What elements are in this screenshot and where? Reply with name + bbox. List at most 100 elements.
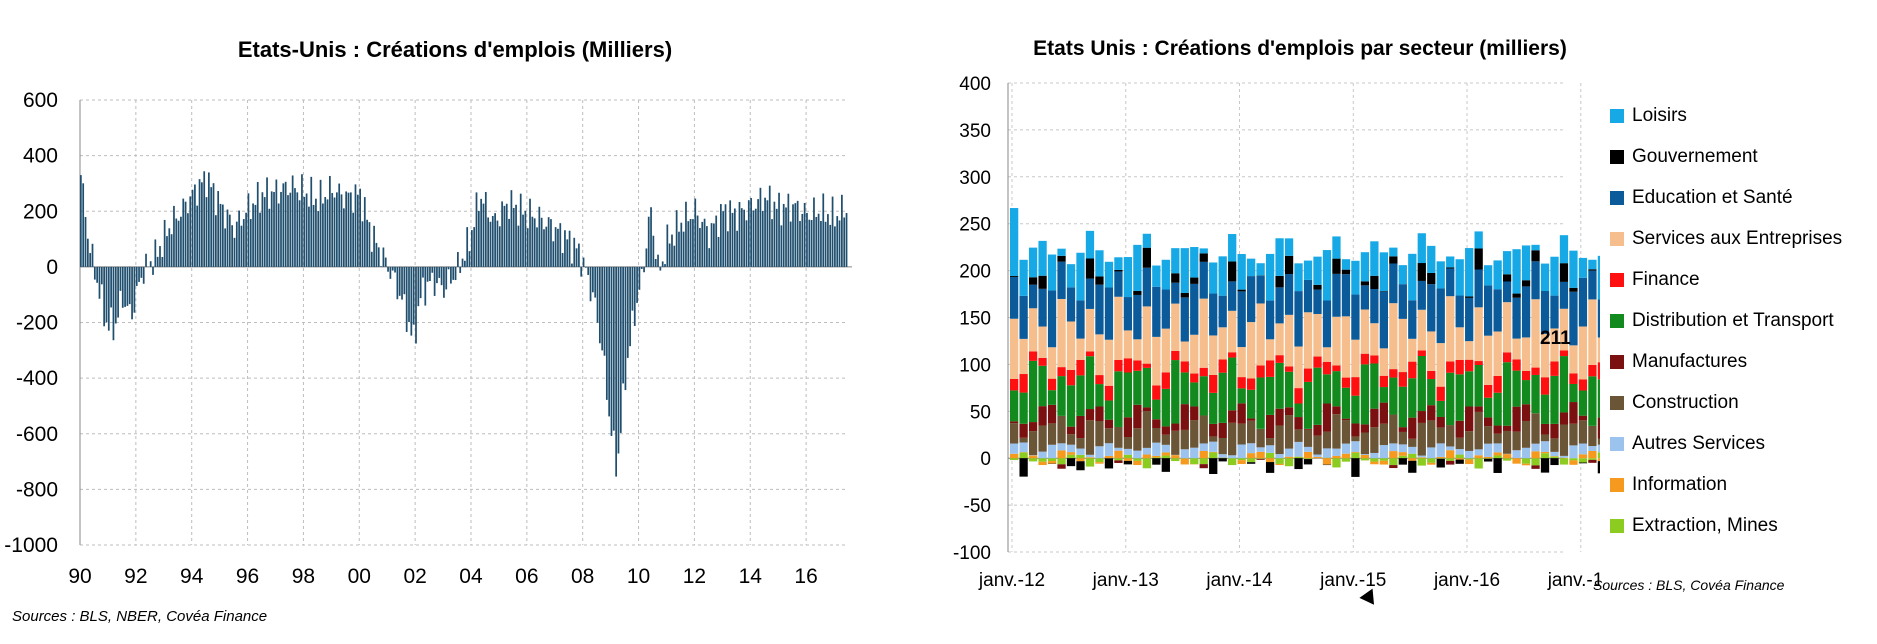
stacked-bar-segment <box>1038 365 1047 407</box>
stacked-bar-segment <box>1465 341 1474 360</box>
stacked-bar-segment <box>1351 452 1360 459</box>
bar <box>566 239 569 267</box>
stacked-bar-segment <box>1578 420 1588 444</box>
stacked-bar-segment <box>1597 438 1600 445</box>
stacked-bar-segment <box>1341 458 1351 462</box>
stacked-bar-segment <box>1427 405 1436 421</box>
stacked-bar-segment <box>1313 256 1322 285</box>
bar <box>647 216 650 267</box>
stacked-bar-segment <box>1218 295 1227 328</box>
stacked-bar-segment <box>1161 452 1170 456</box>
bar <box>715 215 718 267</box>
stacked-bar-segment <box>1588 450 1597 459</box>
stacked-bar-segment <box>1028 422 1038 432</box>
stacked-bar-segment <box>1569 291 1578 346</box>
stacked-bar-segment <box>1180 341 1189 362</box>
stacked-bar-segment <box>1502 251 1512 275</box>
stacked-bar-segment <box>1370 289 1379 324</box>
bar <box>417 266 420 307</box>
stacked-bar-segment <box>1284 274 1294 315</box>
bar <box>145 253 147 267</box>
bar <box>778 192 780 267</box>
stacked-bar-segment <box>1313 435 1322 455</box>
y-tick-label: 250 <box>959 215 991 236</box>
stacked-bar-segment <box>1474 248 1483 270</box>
bar <box>291 175 294 267</box>
stacked-bar-segment <box>1436 458 1445 459</box>
stacked-bar-segment <box>1180 361 1189 373</box>
stacked-bar-segment <box>1133 339 1142 361</box>
stacked-bar-segment <box>1284 238 1294 256</box>
stacked-bar-segment <box>1104 339 1114 386</box>
stacked-bar-segment <box>1512 359 1521 371</box>
stacked-bar-segment <box>1313 454 1322 457</box>
x-tick-label: janv.-16 <box>1433 570 1500 591</box>
stacked-bar-segment <box>1066 444 1076 453</box>
stacked-bar-segment <box>1398 431 1407 445</box>
bar <box>305 193 308 267</box>
legend-swatch <box>1610 108 1624 123</box>
stacked-bar-segment <box>1474 458 1483 469</box>
bar <box>359 188 361 267</box>
stacked-bar-segment <box>1066 458 1076 467</box>
bar <box>410 266 413 336</box>
stacked-bar-segment <box>1123 330 1133 359</box>
stacked-bar-segment <box>1446 267 1455 269</box>
bar <box>370 251 373 267</box>
bar <box>466 227 469 267</box>
stacked-bar-segment <box>1313 356 1322 368</box>
stacked-bar-segment <box>1256 276 1265 304</box>
stacked-bar-segment <box>1332 258 1341 274</box>
stacked-bar-segment <box>1142 407 1151 412</box>
stacked-bar-segment <box>1114 257 1123 270</box>
bar <box>664 264 666 267</box>
bar <box>342 208 345 267</box>
stacked-bar-segment <box>1417 411 1426 423</box>
stacked-bar-segment <box>1370 461 1379 465</box>
bar <box>105 266 108 323</box>
stacked-bar-segment <box>1550 456 1559 459</box>
legend-swatch <box>1610 477 1624 492</box>
legend-item: Construction <box>1610 382 1870 423</box>
bar <box>191 189 194 267</box>
stacked-bar-segment <box>1085 351 1095 357</box>
bar <box>96 266 99 283</box>
stacked-bar-segment <box>1521 404 1531 421</box>
bar <box>699 228 701 267</box>
stacked-bar-segment <box>1408 453 1417 459</box>
stacked-bar-segment <box>1389 263 1398 304</box>
stacked-bar-segment <box>1455 458 1464 460</box>
y-tick-label: 50 <box>970 402 991 423</box>
stacked-bar-segment <box>1180 458 1189 465</box>
bar <box>182 198 185 267</box>
bar <box>829 224 832 267</box>
bar <box>329 175 331 267</box>
stacked-bar-segment <box>1303 381 1313 429</box>
stacked-bar-segment <box>1038 326 1047 358</box>
stacked-bar-segment <box>1303 446 1313 452</box>
bar <box>733 208 736 267</box>
y-tick-label: 300 <box>959 168 991 189</box>
bar <box>226 209 229 267</box>
stacked-bar-segment <box>1010 423 1019 444</box>
bar <box>256 181 259 267</box>
stacked-bar-segment <box>1313 313 1322 357</box>
stacked-bar-segment <box>1540 377 1550 395</box>
stacked-bar-segment <box>1474 365 1483 407</box>
stacked-bar-segment <box>1303 428 1313 430</box>
stacked-bar-segment <box>1057 458 1066 465</box>
stacked-bar-segment <box>1493 260 1502 290</box>
stacked-bar-segment <box>1303 458 1313 460</box>
bar <box>180 216 182 267</box>
bar <box>412 266 415 325</box>
stacked-bar-segment <box>1389 414 1398 444</box>
stacked-bar-segment <box>1019 452 1028 459</box>
stacked-bar-segment <box>1171 248 1180 274</box>
bar <box>729 200 732 267</box>
bar <box>315 198 317 267</box>
stacked-bar-segment <box>1446 460 1455 465</box>
stacked-bar-segment <box>1123 417 1133 438</box>
bar <box>212 183 215 267</box>
bar <box>815 216 818 267</box>
stacked-bar-segment <box>1446 446 1455 451</box>
